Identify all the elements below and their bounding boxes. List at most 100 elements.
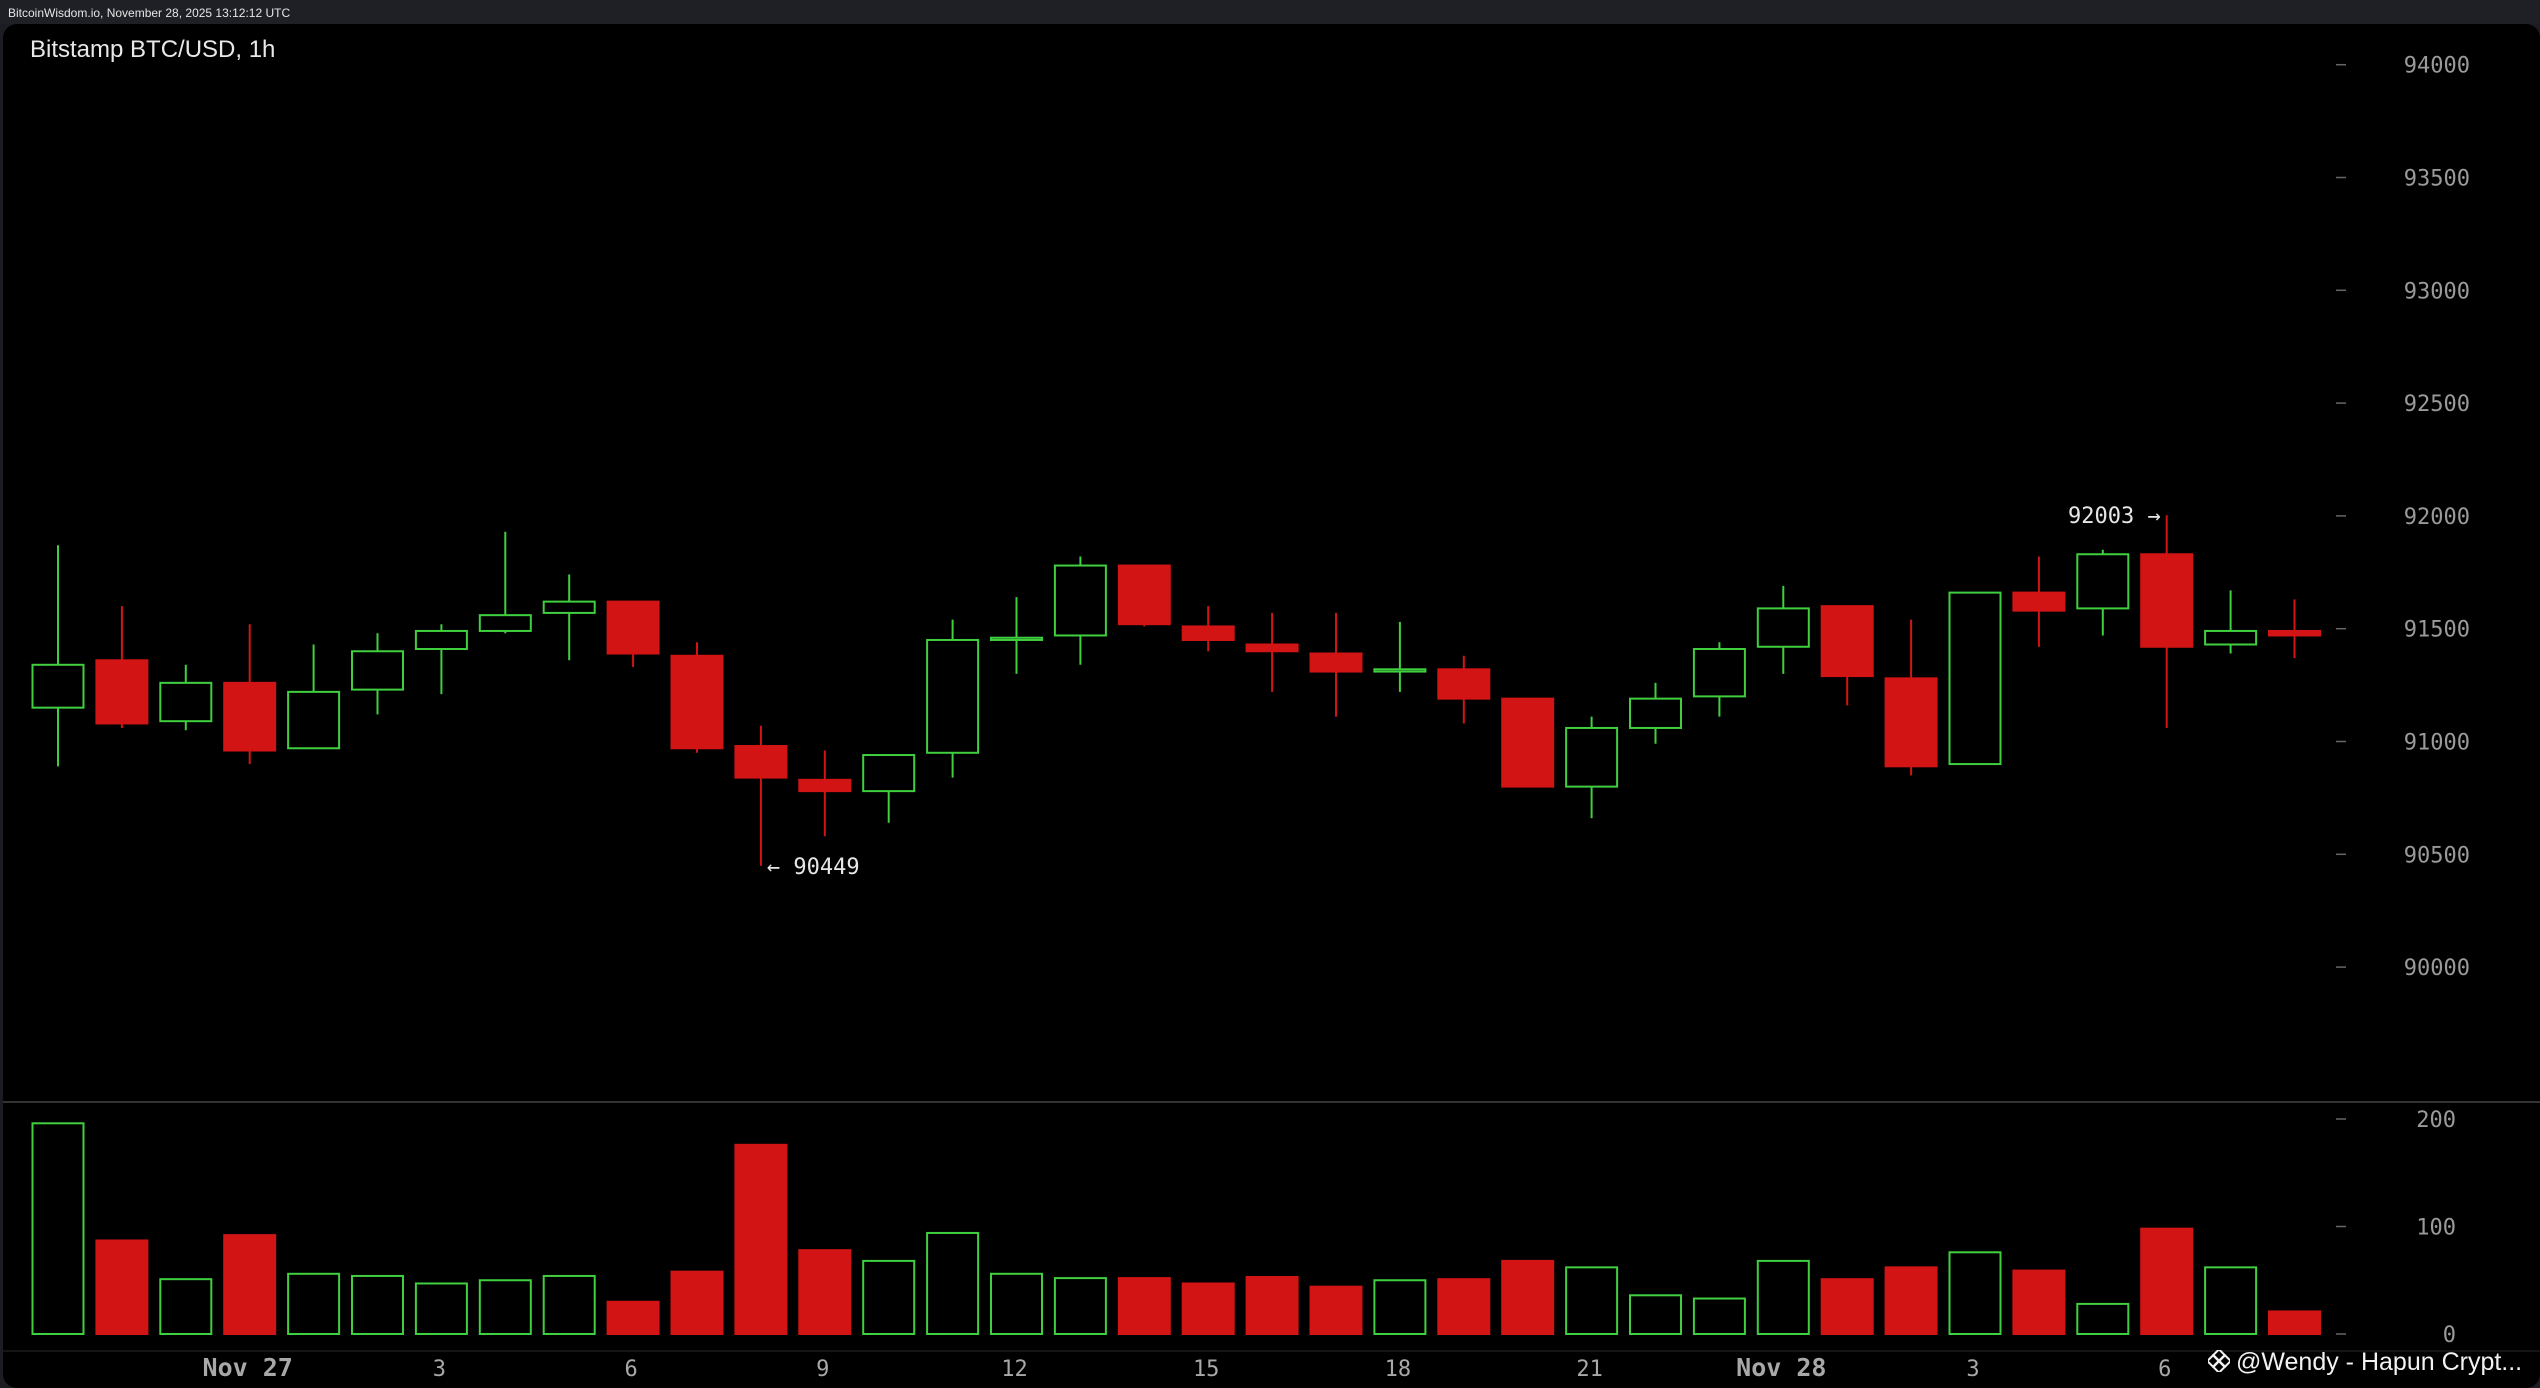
volume-bar (862, 1259, 916, 1336)
candle-body (2204, 629, 2258, 646)
volume-bar (798, 1249, 852, 1336)
candle-body (670, 654, 724, 750)
volume-bar (414, 1282, 468, 1335)
volume-bar (2140, 1227, 2194, 1336)
time-tick-label: 6 (624, 1357, 637, 1382)
volume-bar (1756, 1259, 1810, 1336)
candle-series (31, 515, 2321, 866)
volume-bar (223, 1234, 277, 1335)
volume-bar (1692, 1297, 1746, 1336)
candle-body (2012, 591, 2066, 612)
volume-bar (2076, 1302, 2130, 1336)
time-tick-label: 18 (1385, 1357, 1412, 1382)
volume-bar (31, 1122, 85, 1336)
candle-body (606, 600, 660, 655)
price-axis: 90000 90500 91000 91500 92000 92500 93000 93500… (2336, 54, 2470, 981)
time-tick-label: Nov 28 (1736, 1353, 1826, 1382)
price-tick-label: 92000 (2404, 505, 2470, 530)
time-tick-label: 15 (1193, 1357, 1220, 1382)
candle-body (2140, 553, 2194, 648)
candle-body (1117, 564, 1171, 626)
candle-body (1756, 607, 1810, 648)
candle-body (1501, 697, 1555, 788)
price-annotations: ← 90449 92003 → (767, 504, 2161, 880)
volume-tick-label: 0 (2443, 1323, 2456, 1348)
time-tick-label: 3 (433, 1357, 446, 1382)
price-tick-label: 91500 (2404, 618, 2470, 643)
candle-body (1884, 677, 1938, 768)
candle-body (1820, 605, 1874, 678)
volume-bar (1501, 1259, 1555, 1336)
volume-bar (478, 1279, 532, 1335)
volume-bar (1820, 1278, 1874, 1336)
volume-bar (159, 1278, 213, 1336)
chart-title: Bitstamp BTC/USD, 1h (30, 36, 276, 63)
candle-body (862, 754, 916, 793)
candle-body (542, 600, 596, 614)
time-tick-label: 9 (816, 1357, 829, 1382)
volume-bar (2012, 1269, 2066, 1335)
volume-bar (2204, 1266, 2258, 1335)
volume-bar (1117, 1277, 1171, 1335)
binance-logo-icon (2208, 1350, 2230, 1372)
candle-body (1181, 625, 1235, 641)
candle-body (287, 690, 341, 750)
candle-body (2268, 629, 2321, 637)
volume-bar (1245, 1276, 1299, 1336)
time-tick-label: 6 (2158, 1357, 2171, 1382)
time-tick-label: 3 (1966, 1357, 1979, 1382)
candle-body (478, 614, 532, 632)
volume-bar (990, 1272, 1043, 1336)
candle-body (798, 778, 852, 793)
price-tick-label: 90000 (2404, 956, 2470, 981)
candle-body (95, 659, 149, 725)
candle-body (31, 663, 85, 709)
volume-bar (1309, 1285, 1363, 1335)
volume-bar (606, 1300, 660, 1335)
volume-bar (670, 1270, 724, 1336)
source-bar: BitcoinWisdom.io, November 28, 2025 13:1… (0, 0, 2540, 24)
price-tick-label: 91000 (2404, 731, 2470, 756)
volume-bar (1181, 1282, 1235, 1335)
price-annotation-label: ← 90449 (767, 855, 860, 880)
volume-bar (351, 1274, 404, 1335)
volume-tick-label: 200 (2416, 1108, 2456, 1133)
price-tick-label: 93500 (2404, 167, 2470, 192)
candle-body (734, 745, 788, 779)
price-tick-label: 90500 (2404, 843, 2470, 868)
chart-frame (3, 24, 2540, 1388)
candle-body (1692, 648, 1746, 698)
volume-series (31, 1122, 2321, 1336)
time-tick-label: 12 (1001, 1357, 1028, 1382)
candle-body (1053, 564, 1107, 637)
volume-bar (1437, 1278, 1491, 1336)
volume-bar (542, 1274, 596, 1335)
candle-body (990, 636, 1043, 641)
candle-body (1948, 591, 2002, 766)
volume-bar (287, 1272, 341, 1336)
watermark-text: @Wendy - Hapun Crypt... (2236, 1348, 2523, 1376)
volume-bar (1629, 1294, 1682, 1336)
volume-tick-label: 100 (2416, 1216, 2456, 1241)
price-tick-label: 92500 (2404, 392, 2470, 417)
price-tick-label: 94000 (2404, 54, 2470, 79)
volume-bar (1565, 1266, 1619, 1335)
candle-body (414, 629, 468, 651)
volume-bar (95, 1239, 149, 1335)
candle-body (1309, 652, 1363, 673)
time-tick-label: Nov 27 (203, 1353, 293, 1382)
price-tick-label: 93000 (2404, 279, 2470, 304)
candle-body (1245, 643, 1299, 653)
candle-body (223, 681, 277, 752)
volume-bar (1053, 1277, 1107, 1335)
candle-body (1565, 726, 1619, 788)
source-line: BitcoinWisdom.io, November 28, 2025 13:1… (8, 6, 291, 20)
volume-bar (926, 1231, 980, 1335)
volume-bar (734, 1143, 788, 1336)
time-axis: Nov 27 3 6 9 12 15 18 21 Nov 28 3 6 (203, 1353, 2172, 1382)
candle-body (159, 681, 213, 723)
volume-bar (1884, 1266, 1938, 1335)
candle-body (351, 650, 404, 691)
volume-bar (1373, 1279, 1427, 1335)
